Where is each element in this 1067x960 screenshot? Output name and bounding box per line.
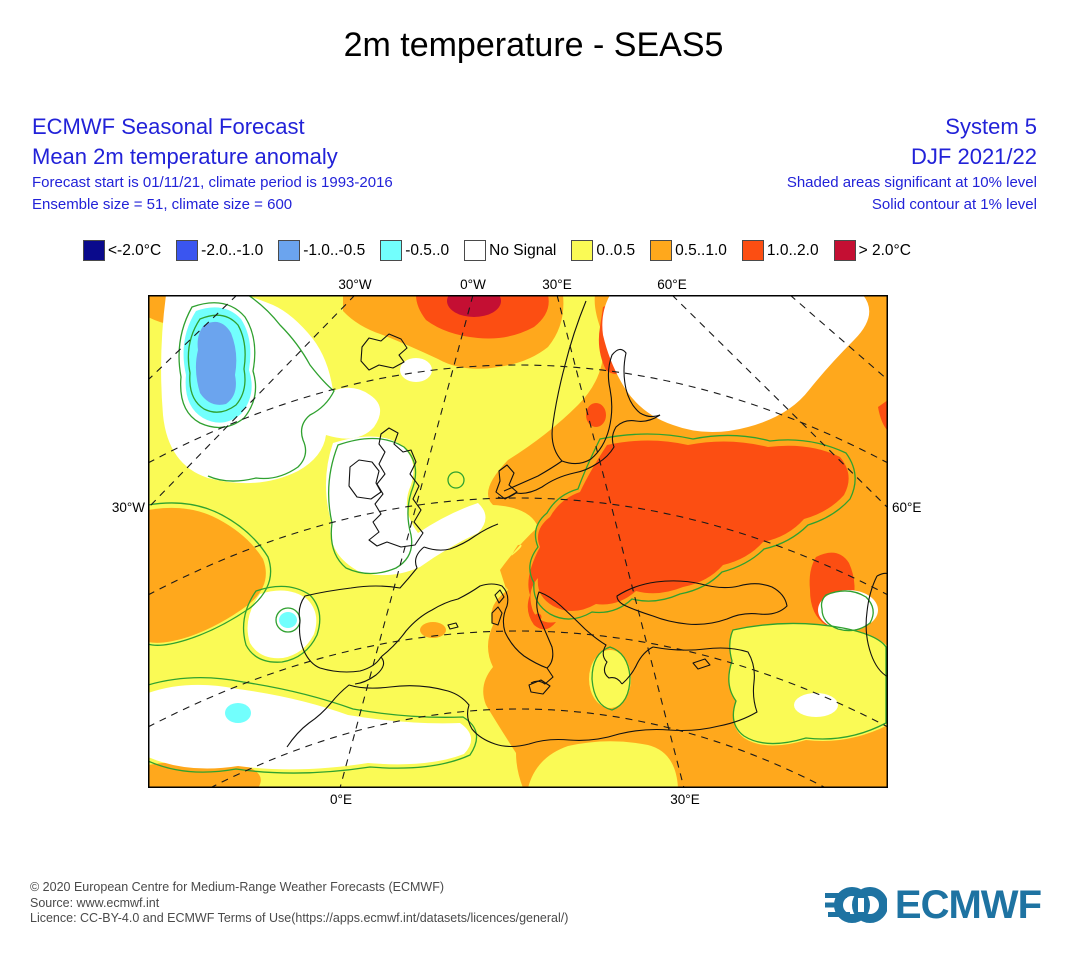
coord-label-top-60e: 60°E <box>657 277 687 292</box>
legend-item: 1.0..2.0 <box>741 240 819 261</box>
coord-label-left-30w: 30°W <box>111 500 145 515</box>
temperature-shading-layer <box>148 285 888 788</box>
header-left: ECMWF Seasonal Forecast Mean 2m temperat… <box>32 112 393 216</box>
graticule-layer <box>147 294 889 789</box>
page-title: 2m temperature - SEAS5 <box>343 26 724 64</box>
forecast-name: ECMWF Seasonal Forecast <box>32 114 305 139</box>
copyright-line: © 2020 European Centre for Medium-Range … <box>30 880 445 894</box>
coord-label-top-30w: 30°W <box>338 277 372 292</box>
legend-label: 0..0.5 <box>596 241 636 259</box>
legend-label: No Signal <box>489 241 557 259</box>
legend-swatch <box>464 240 487 261</box>
significance-note: Shaded areas significant at 10% level <box>786 174 1037 191</box>
coord-label-bottom-30e: 30°E <box>670 792 700 807</box>
season-label: DJF 2021/22 <box>911 144 1037 169</box>
legend-swatch <box>278 240 301 261</box>
licence-line: Licence: CC-BY-4.0 and ECMWF Terms of Us… <box>30 911 569 925</box>
legend-label: -1.0..-0.5 <box>303 241 366 259</box>
coord-label-top-0w: 0°W <box>460 277 486 292</box>
legend-item: -1.0..-0.5 <box>278 240 365 261</box>
legend-item: -0.5..0 <box>380 240 449 261</box>
legend-item: 0..0.5 <box>571 240 635 261</box>
legend-swatch <box>176 240 199 261</box>
legend-swatch <box>380 240 403 261</box>
coord-label-bottom-0e: 0°E <box>330 792 352 807</box>
forecast-start: Forecast start is 01/11/21, climate peri… <box>32 174 393 191</box>
legend-label: > 2.0°C <box>858 241 911 259</box>
contour-note: Solid contour at 1% level <box>871 196 1037 213</box>
legend-label: <-2.0°C <box>108 241 162 259</box>
legend-swatch <box>833 240 856 261</box>
ensemble-info: Ensemble size = 51, climate size = 600 <box>32 196 293 213</box>
coord-label-top-30e: 30°E <box>542 277 572 292</box>
legend-item: <-2.0°C <box>83 240 161 261</box>
variable-name: Mean 2m temperature anomaly <box>32 144 338 169</box>
legend-label: -2.0..-1.0 <box>201 241 264 259</box>
coord-label-right-60e: 60°E <box>892 500 922 515</box>
source-line: Source: www.ecmwf.int <box>30 895 160 910</box>
map-svg <box>147 285 889 789</box>
legend-swatch <box>741 240 764 261</box>
map-frame <box>147 285 889 789</box>
footer: © 2020 European Centre for Medium-Range … <box>30 880 568 927</box>
coastline-layer <box>286 300 889 748</box>
header-right: System 5 DJF 2021/22 Shaded areas signif… <box>787 112 1037 216</box>
color-legend: <-2.0°C -2.0..-1.0 -1.0..-0.5 -0.5..0 No Sig… <box>83 240 911 261</box>
legend-item: 0.5..1.0 <box>650 240 727 261</box>
legend-item: -2.0..-1.0 <box>176 240 263 261</box>
legend-swatch <box>650 240 673 261</box>
ecmwf-logo: ECMWF <box>824 882 1042 928</box>
map-border <box>148 295 888 788</box>
ecmwf-logo-text: ECMWF <box>894 882 1042 927</box>
legend-label: 1.0..2.0 <box>766 241 819 259</box>
legend-item: > 2.0°C <box>833 240 911 261</box>
legend-label: 0.5..1.0 <box>675 241 727 259</box>
legend-item: No Signal <box>464 240 556 261</box>
legend-swatch <box>83 240 105 261</box>
ecmwf-logo-icon <box>824 887 887 923</box>
system-name: System 5 <box>945 114 1037 139</box>
legend-swatch <box>571 240 594 261</box>
legend-label: -0.5..0 <box>405 241 450 259</box>
